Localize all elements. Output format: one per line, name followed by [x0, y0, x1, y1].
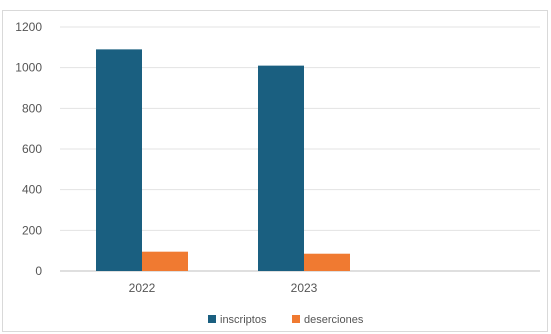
bar-deserciones-2023 [304, 253, 350, 271]
legend-swatch-inscriptos [208, 315, 216, 323]
bars [96, 49, 350, 271]
legend-swatch-deserciones [292, 315, 300, 323]
legend: inscriptos deserciones [208, 314, 364, 326]
bar-inscriptos-2022 [96, 49, 142, 271]
x-tick-label: 2022 [129, 281, 156, 295]
y-tick-label: 200 [22, 223, 42, 237]
bar-deserciones-2022 [142, 251, 188, 271]
y-tick-label: 400 [22, 183, 42, 197]
y-tick-label: 1200 [15, 20, 42, 34]
x-tick-label: 2023 [291, 281, 318, 295]
legend-label-deserciones: deserciones [304, 314, 364, 326]
y-axis: 0 200 400 600 800 1000 1200 [15, 20, 42, 278]
y-tick-label: 800 [22, 101, 42, 115]
x-axis: 2022 2023 [129, 281, 318, 295]
legend-label-inscriptos: inscriptos [220, 314, 267, 326]
y-tick-label: 600 [22, 142, 42, 156]
y-tick-label: 0 [35, 264, 42, 278]
y-tick-label: 1000 [15, 61, 42, 75]
bar-inscriptos-2023 [258, 65, 304, 271]
